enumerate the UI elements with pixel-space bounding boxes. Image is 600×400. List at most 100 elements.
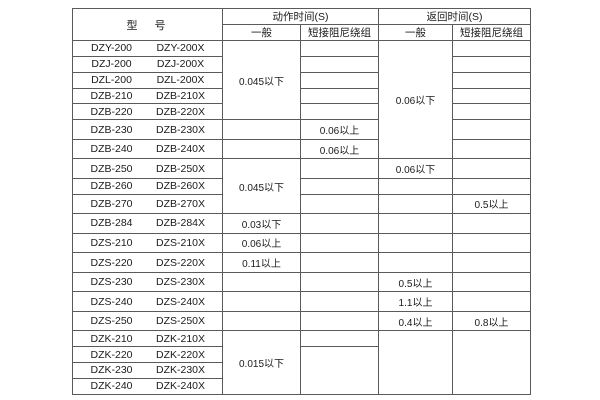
return-damping-value xyxy=(452,213,531,234)
return-damping-value xyxy=(452,119,531,140)
model-base-label: DZK-210 xyxy=(90,332,133,345)
column-header-return-normal: 一般 xyxy=(378,24,453,41)
model-base-label: DZB-284 xyxy=(90,217,133,230)
return-normal-value: 0.4以上 xyxy=(378,310,453,332)
model-cell: DZB-260 DZB-260X xyxy=(72,177,223,195)
return-damping-value xyxy=(452,177,531,195)
model-base-label: DZY-200 xyxy=(90,42,133,55)
model-variant-label: DZS-210X xyxy=(155,236,206,249)
return-normal-value xyxy=(378,177,453,195)
model-cell: DZS-210 DZS-210X xyxy=(72,232,223,254)
action-normal-value xyxy=(222,271,301,293)
model-cell: DZK-220 DZK-220X xyxy=(72,346,223,364)
table-row: DZB-240 DZB-240X 0.06以上 xyxy=(72,138,531,160)
action-normal-value: 0.11以上 xyxy=(222,252,301,273)
model-cell: DZS-220 DZS-220X xyxy=(72,252,223,273)
action-damping-value xyxy=(300,193,379,215)
model-variant-label: DZK-240X xyxy=(155,380,206,393)
action-damping-value xyxy=(300,103,379,121)
return-damping-value xyxy=(452,291,531,312)
model-variant-label: DZK-230X xyxy=(155,364,206,377)
return-damping-value xyxy=(452,271,531,293)
table-row: DZB-250 DZB-250X 0.045以下 0.06以下 xyxy=(72,158,531,215)
model-cell: DZS-250 DZS-250X xyxy=(72,310,223,332)
return-damping-value xyxy=(452,87,531,105)
action-normal-value: 0.06以上 xyxy=(222,232,301,254)
return-normal-value xyxy=(378,232,453,254)
table-header: 型 号 动作时间(S) 返回时间(S) 一般 短接阻尼绕组 一般 短接阻尼绕组 xyxy=(72,8,531,41)
model-base-label: DZS-240 xyxy=(90,295,133,308)
action-damping-value xyxy=(300,252,379,273)
return-damping-value xyxy=(452,71,531,89)
model-variant-label: DZB-260X xyxy=(155,180,206,193)
model-variant-label: DZS-220X xyxy=(155,256,206,269)
column-header-action-time: 动作时间(S) xyxy=(222,8,379,25)
action-damping-value xyxy=(300,71,379,89)
model-variant-label: DZS-250X xyxy=(155,315,206,328)
model-cell: DZY-200 DZY-200X xyxy=(72,40,223,57)
model-base-label: DZS-230 xyxy=(90,276,133,289)
return-normal-value xyxy=(378,193,453,215)
return-damping-value: 0.8以上 xyxy=(452,310,531,332)
table-row: DZS-250 DZS-250X 0.4以上 0.8以上 xyxy=(72,310,531,332)
model-base-label: DZK-230 xyxy=(90,364,133,377)
specification-table-container: 型 号 动作时间(S) 返回时间(S) 一般 短接阻尼绕组 一般 短接阻尼绕组 … xyxy=(72,8,531,396)
relay-specification-table: 型 号 动作时间(S) 返回时间(S) 一般 短接阻尼绕组 一般 短接阻尼绕组 … xyxy=(72,8,531,396)
model-base-label: DZB-240 xyxy=(90,143,133,156)
model-variant-label: DZB-270X xyxy=(155,197,206,210)
return-damping-value xyxy=(452,55,531,73)
model-base-label: DZB-270 xyxy=(90,197,133,210)
action-normal-value xyxy=(222,310,301,332)
action-damping-value: 0.06以上 xyxy=(300,138,379,160)
model-variant-label: DZB-220X xyxy=(155,105,206,118)
return-damping-value xyxy=(452,138,531,160)
return-normal-value xyxy=(378,252,453,273)
table-row: DZL-200 DZL-200X xyxy=(72,71,531,89)
model-cell: DZB-250 DZB-250X xyxy=(72,158,223,179)
action-damping-value xyxy=(300,232,379,254)
model-base-label: DZK-240 xyxy=(90,380,133,393)
return-normal-value: 0.06以下 xyxy=(378,158,453,179)
action-damping-value xyxy=(300,55,379,73)
return-damping-value xyxy=(452,252,531,273)
action-damping-value xyxy=(300,271,379,293)
model-cell: DZS-230 DZS-230X xyxy=(72,271,223,293)
table-row: DZK-220 DZK-220X xyxy=(72,346,531,395)
table-row: DZB-220 DZB-220X xyxy=(72,103,531,121)
model-base-label: DZL-200 xyxy=(91,74,132,87)
table-row: DZS-220 DZS-220X 0.11以上 xyxy=(72,252,531,273)
model-cell: DZS-240 DZS-240X xyxy=(72,291,223,312)
model-base-label: DZB-230 xyxy=(90,123,133,136)
action-damping-value xyxy=(300,291,379,312)
return-damping-value xyxy=(452,232,531,254)
table-row: DZK-210 DZK-210X 0.015以下 xyxy=(72,330,531,395)
action-normal-value: 0.015以下 xyxy=(222,330,301,395)
column-header-model: 型 号 xyxy=(72,8,223,41)
column-header-return-time: 返回时间(S) xyxy=(378,8,531,25)
table-body: DZY-200 DZY-200X 0.045以下 0.06以下 DZJ-200 DZ… xyxy=(72,39,531,396)
return-damping-value: 0.5以上 xyxy=(452,193,531,215)
table-row: DZK-240 DZK-240X xyxy=(72,377,531,396)
model-variant-label: DZL-200X xyxy=(156,74,205,87)
table-row: DZS-230 DZS-230X 0.5以上 xyxy=(72,271,531,293)
table-row: DZB-260 DZB-260X xyxy=(72,177,531,195)
return-normal-value xyxy=(378,213,453,234)
return-damping-value xyxy=(452,158,531,179)
model-base-label: DZB-250 xyxy=(90,162,133,175)
model-base-label: DZB-260 xyxy=(90,180,133,193)
model-variant-label: DZB-284X xyxy=(155,217,206,230)
model-base-label: DZB-210 xyxy=(90,90,133,102)
table-row: DZS-240 DZS-240X 1.1以上 xyxy=(72,291,531,312)
return-damping-value xyxy=(452,330,531,395)
model-variant-label: DZK-220X xyxy=(155,348,206,361)
model-base-label: DZS-210 xyxy=(90,236,133,249)
model-variant-label: DZJ-200X xyxy=(156,58,205,71)
table-row: DZB-270 DZB-270X 0.5以上 xyxy=(72,193,531,215)
table-row: DZB-284 DZB-284X 0.03以下 xyxy=(72,213,531,234)
model-base-label: DZS-220 xyxy=(90,256,133,269)
model-base-label: DZJ-200 xyxy=(91,58,132,71)
return-damping-value xyxy=(452,40,531,57)
model-variant-label: DZB-240X xyxy=(155,143,206,156)
model-cell: DZK-210 DZK-210X xyxy=(72,330,223,348)
action-damping-value: 0.06以上 xyxy=(300,119,379,140)
